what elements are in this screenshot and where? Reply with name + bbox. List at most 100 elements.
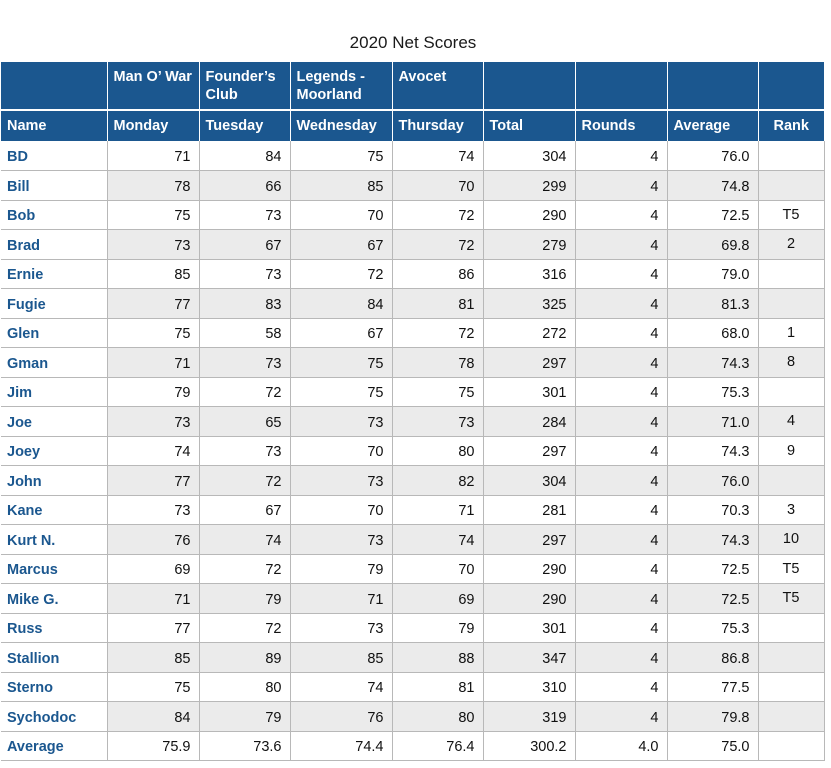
average-cell: 77.5 [666, 671, 759, 702]
wednesday-score-cell: 74 [289, 671, 393, 702]
thursday-score-cell: 69 [391, 583, 484, 614]
tuesday-score-cell: 73.6 [198, 730, 291, 761]
player-name-cell: Gman [1, 347, 108, 378]
player-name-cell: Marcus [1, 553, 108, 584]
wednesday-score-cell: 67 [289, 229, 393, 260]
thursday-score-cell: 70 [391, 170, 484, 201]
total-cell: 304 [482, 141, 576, 171]
tuesday-score-cell: 74 [198, 524, 291, 555]
table-row: John 77 72 73 82 304 4 76.0 [1, 465, 825, 496]
rank-cell: T5 [757, 199, 825, 230]
thursday-score-cell: 82 [391, 465, 484, 496]
rounds-cell: 4 [574, 347, 668, 378]
rounds-cell: 4 [574, 524, 668, 555]
monday-score-cell: 73 [106, 494, 200, 525]
wednesday-score-cell: 75 [289, 141, 393, 171]
header-course-wednesday: Legends - Moorland [290, 62, 393, 111]
rank-cell [757, 258, 825, 289]
total-cell: 310 [482, 671, 576, 702]
thursday-score-cell: 88 [391, 642, 484, 673]
tuesday-score-cell: 84 [198, 141, 291, 171]
rounds-cell: 4 [574, 583, 668, 614]
average-cell: 86.8 [666, 642, 759, 673]
rounds-cell: 4 [574, 465, 668, 496]
wednesday-score-cell: 70 [289, 435, 393, 466]
wednesday-score-cell: 73 [289, 406, 393, 437]
player-name-cell: Bob [1, 199, 108, 230]
player-name-cell: Average [1, 730, 108, 761]
table-row: Joey 74 73 70 80 297 4 74.3 9 [1, 435, 825, 466]
monday-score-cell: 78 [106, 170, 200, 201]
rank-cell: 2 [757, 229, 825, 260]
monday-score-cell: 84 [106, 701, 200, 732]
average-cell: 76.0 [666, 465, 759, 496]
rank-cell: 3 [757, 494, 825, 525]
rounds-cell: 4 [574, 288, 668, 319]
average-cell: 74.3 [666, 524, 759, 555]
monday-score-cell: 75 [106, 671, 200, 702]
header-cell-blank [483, 62, 576, 111]
player-name-cell: Brad [1, 229, 108, 260]
rounds-cell: 4 [574, 170, 668, 201]
thursday-score-cell: 70 [391, 553, 484, 584]
total-cell: 347 [482, 642, 576, 673]
thursday-score-cell: 72 [391, 229, 484, 260]
player-name-cell: Joe [1, 406, 108, 437]
table-row: Brad 73 67 67 72 279 4 69.8 2 [1, 229, 825, 260]
rank-cell [757, 671, 825, 702]
page-title: 2020 Net Scores [349, 33, 477, 52]
player-name-cell: Kurt N. [1, 524, 108, 555]
rounds-cell: 4 [574, 494, 668, 525]
rank-cell [757, 465, 825, 496]
thursday-score-cell: 80 [391, 435, 484, 466]
player-name-cell: Sychodoc [1, 701, 108, 732]
total-cell: 297 [482, 347, 576, 378]
monday-score-cell: 71 [106, 141, 200, 171]
average-cell: 69.8 [666, 229, 759, 260]
monday-score-cell: 71 [106, 583, 200, 614]
rank-cell: 10 [757, 524, 825, 555]
wednesday-score-cell: 84 [289, 288, 393, 319]
tuesday-score-cell: 58 [198, 317, 291, 348]
average-cell: 72.5 [666, 553, 759, 584]
total-cell: 316 [482, 258, 576, 289]
thursday-score-cell: 79 [391, 612, 484, 643]
monday-score-cell: 71 [106, 347, 200, 378]
total-cell: 297 [482, 524, 576, 555]
rank-cell [757, 376, 825, 407]
table-row: Fugie 77 83 84 81 325 4 81.3 [1, 288, 825, 319]
total-cell: 304 [482, 465, 576, 496]
table-row: Glen 75 58 67 72 272 4 68.0 1 [1, 317, 825, 348]
table-header: Man O’ War Founder’s Club Legends - Moor… [1, 62, 824, 141]
tuesday-score-cell: 72 [198, 376, 291, 407]
rank-cell: 9 [757, 435, 825, 466]
rounds-cell: 4 [574, 317, 668, 348]
rounds-cell: 4 [574, 435, 668, 466]
monday-score-cell: 77 [106, 288, 200, 319]
rank-cell [757, 288, 825, 319]
monday-score-cell: 75 [106, 199, 200, 230]
table-body: BD 71 84 75 74 304 4 76.0 Bill 78 66 85 70 299 4 74.8 Bo… [1, 141, 825, 761]
average-cell: 79.8 [666, 701, 759, 732]
header-row-courses: Man O’ War Founder’s Club Legends - Moor… [1, 62, 824, 111]
column-header-name: Name [1, 110, 108, 141]
wednesday-score-cell: 71 [289, 583, 393, 614]
rank-cell [757, 612, 825, 643]
table-row: Russ 77 72 73 79 301 4 75.3 [1, 612, 825, 643]
player-name-cell: BD [1, 141, 108, 171]
thursday-score-cell: 72 [391, 317, 484, 348]
wednesday-score-cell: 74.4 [289, 730, 393, 761]
table-row: Kurt N. 76 74 73 74 297 4 74.3 10 [1, 524, 825, 555]
column-header-monday: Monday [107, 110, 200, 141]
total-cell: 299 [482, 170, 576, 201]
table-row: Sychodoc 84 79 76 80 319 4 79.8 [1, 701, 825, 732]
wednesday-score-cell: 79 [289, 553, 393, 584]
rounds-cell: 4 [574, 258, 668, 289]
column-header-average: Average [667, 110, 759, 141]
table-row: Jim 79 72 75 75 301 4 75.3 [1, 376, 825, 407]
header-course-thursday: Avocet [392, 62, 484, 111]
column-header-wednesday: Wednesday [290, 110, 393, 141]
monday-score-cell: 79 [106, 376, 200, 407]
total-cell: 301 [482, 376, 576, 407]
thursday-score-cell: 73 [391, 406, 484, 437]
